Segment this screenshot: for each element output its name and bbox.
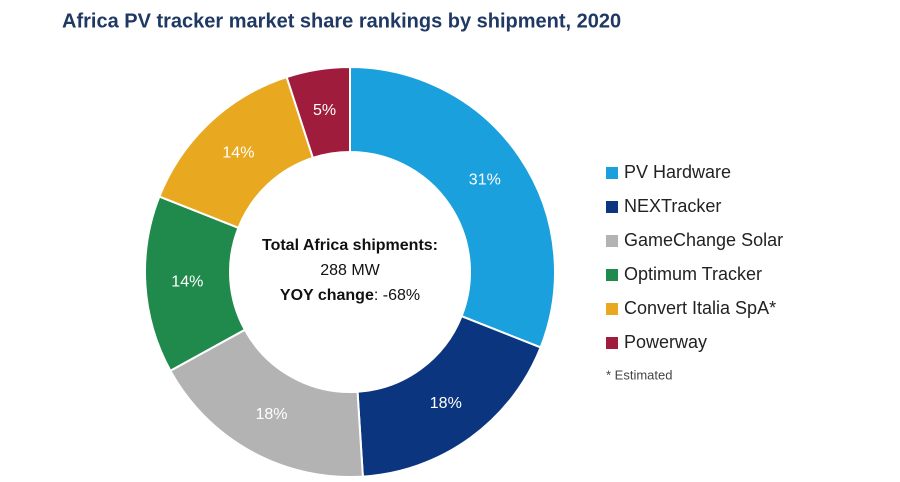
legend-swatch [606,201,618,213]
legend-swatch [606,235,618,247]
center-change: YOY change: -68% [280,287,420,304]
legend-swatch [606,167,618,179]
center-change-label: YOY change [280,287,374,304]
data-label: 18% [255,406,287,423]
footnote: * Estimated [606,367,672,382]
legend-swatch [606,337,618,349]
donut-segment [168,328,364,478]
data-label: 31% [469,172,501,189]
donut-segment [349,65,556,349]
legend-swatch [606,303,618,315]
data-label: 14% [222,144,254,161]
legend-label: Powerway [624,332,707,352]
donut-segment [285,65,351,160]
data-label: 14% [171,273,203,290]
center-total: 288 MW [320,262,380,279]
donut-segment [356,314,542,478]
legend-label: Optimum Tracker [624,264,762,284]
chart-title: Africa PV tracker market share rankings … [62,10,621,32]
legend-label: GameChange Solar [624,230,783,250]
data-label: 18% [430,395,462,412]
legend-label: PV Hardware [624,162,731,182]
legend-label: Convert Italia SpA* [624,298,776,318]
data-label: 5% [313,102,336,119]
center-change-value: : -68% [374,287,420,304]
legend-label: NEXTracker [624,196,721,216]
legend-swatch [606,269,618,281]
center-heading: Total Africa shipments: [262,237,438,254]
